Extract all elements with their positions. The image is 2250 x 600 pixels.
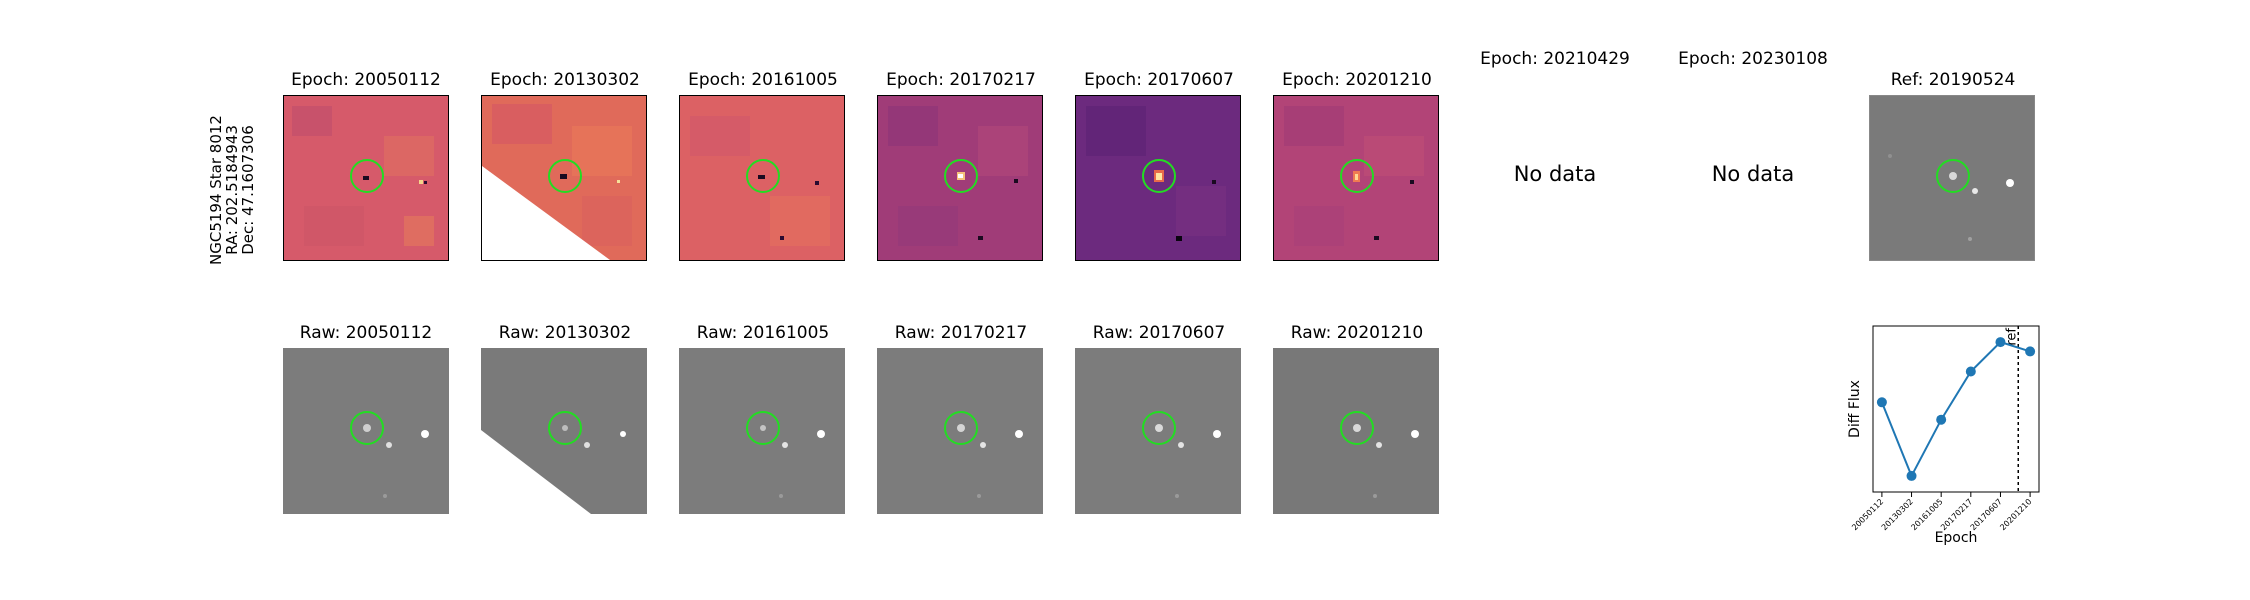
target-circle bbox=[350, 159, 384, 193]
data-point bbox=[1995, 337, 2006, 348]
diff-image-1 bbox=[283, 95, 449, 261]
diff-image-4 bbox=[877, 95, 1043, 261]
data-point bbox=[1876, 397, 1887, 408]
diff-title-8: Epoch: 20230108 bbox=[1678, 49, 1828, 69]
target-circle bbox=[1340, 159, 1374, 193]
data-point bbox=[1906, 470, 1917, 481]
target-circle bbox=[1142, 159, 1176, 193]
data-point bbox=[2025, 346, 2036, 357]
raw-title-6: Raw: 20201210 bbox=[1290, 323, 1424, 343]
data-point bbox=[1936, 414, 1947, 425]
no-data-20230108: No data bbox=[1711, 162, 1795, 186]
data-point bbox=[1965, 366, 1976, 377]
target-circle bbox=[746, 159, 780, 193]
target-circle bbox=[1340, 411, 1374, 445]
target-circle bbox=[1142, 411, 1176, 445]
light-curve-axes: 2005011220130302201610052017021720170607… bbox=[1847, 325, 2040, 546]
raw-image-6 bbox=[1273, 348, 1439, 514]
ref-title: Ref: 20190524 bbox=[1890, 70, 2016, 90]
diff-image-5 bbox=[1075, 95, 1241, 261]
diff-image-2 bbox=[481, 95, 647, 261]
raw-title-3: Raw: 20161005 bbox=[696, 323, 830, 343]
diff-title-7: Epoch: 20210429 bbox=[1480, 49, 1630, 69]
diff-title-1: Epoch: 20050112 bbox=[291, 70, 441, 90]
raw-title-2: Raw: 20130302 bbox=[498, 323, 632, 343]
raw-image-5 bbox=[1075, 348, 1241, 514]
no-data-20210429: No data bbox=[1513, 162, 1597, 186]
raw-image-3 bbox=[679, 348, 845, 514]
raw-title-4: Raw: 20170217 bbox=[894, 323, 1028, 343]
diff-title-4: Epoch: 20170217 bbox=[886, 70, 1036, 90]
target-circle bbox=[944, 159, 978, 193]
target-circle bbox=[944, 411, 978, 445]
raw-image-1 bbox=[283, 348, 449, 514]
diff-image-6 bbox=[1273, 95, 1439, 261]
y-axis-label: Diff Flux bbox=[1847, 380, 1863, 438]
diff-title-6: Epoch: 20201210 bbox=[1282, 70, 1432, 90]
series-line bbox=[1880, 340, 2031, 479]
raw-title-5: Raw: 20170607 bbox=[1092, 323, 1226, 343]
target-circle bbox=[548, 159, 582, 193]
diff-image-3 bbox=[679, 95, 845, 261]
target-circle bbox=[746, 411, 780, 445]
reference-image bbox=[1869, 95, 2035, 261]
target-circle bbox=[1936, 159, 1970, 193]
plot-frame bbox=[1872, 325, 2040, 493]
x-tick-label: 20201210 bbox=[1998, 497, 2033, 532]
light-curve-marks: ref bbox=[1876, 326, 2036, 492]
reference-label: ref bbox=[2004, 328, 2019, 346]
diff-title-5: Epoch: 20170607 bbox=[1084, 70, 1234, 90]
x-axis-label: Epoch bbox=[1935, 530, 1978, 546]
raw-image-4 bbox=[877, 348, 1043, 514]
diff-title-3: Epoch: 20161005 bbox=[688, 70, 838, 90]
raw-title-1: Raw: 20050112 bbox=[299, 323, 433, 343]
target-circle bbox=[350, 411, 384, 445]
raw-image-2 bbox=[481, 348, 647, 514]
target-circle bbox=[548, 411, 582, 445]
diff-title-2: Epoch: 20130302 bbox=[490, 70, 640, 90]
